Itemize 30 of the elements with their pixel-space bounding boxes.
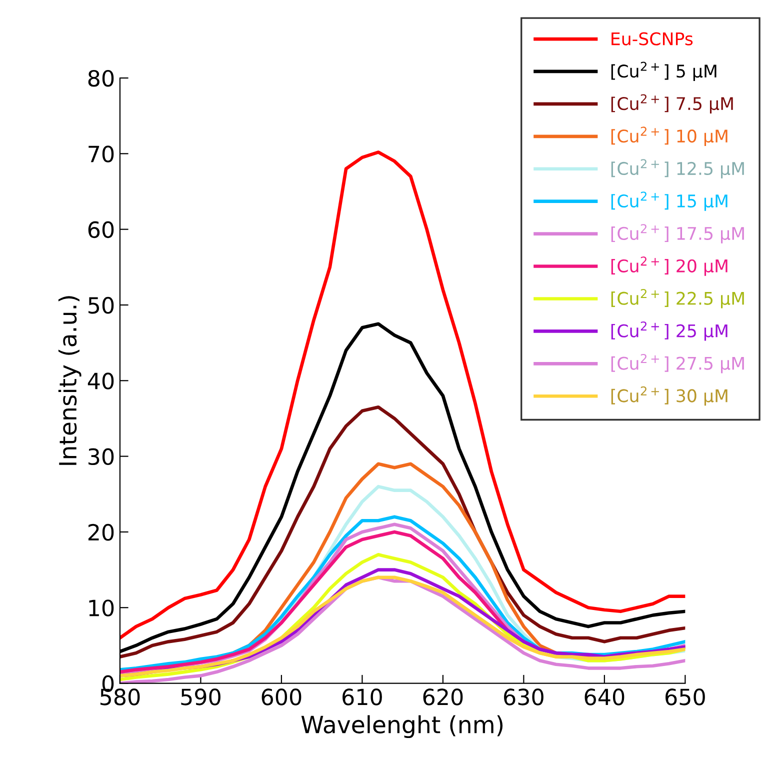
legend-label: [Cu$^{2+}$] 15 µM <box>611 192 728 211</box>
x-tick-label: 610 <box>342 688 382 706</box>
x-tick-label: 590 <box>181 688 220 706</box>
legend-label: [Cu$^{2+}$] 30 µM <box>611 386 728 406</box>
legend-label: [Cu$^{2+}$] 27.5 µM <box>611 354 744 374</box>
y-tick-label: 50 <box>88 296 114 314</box>
y-axis-title: Intensity (a.u.) <box>58 296 82 465</box>
y-tick-label: 20 <box>88 524 114 541</box>
y-tick-label: 70 <box>88 146 114 162</box>
x-tick-label: 640 <box>584 688 624 706</box>
legend-label: [Cu$^{2+}$] 20 µM <box>611 256 728 276</box>
legend-label: [Cu$^{2+}$] 10 µM <box>611 126 728 146</box>
legend-label: Eu-SCNPs <box>612 32 693 46</box>
legend-label: [Cu$^{2+}$] 5 µM <box>611 62 716 82</box>
x-axis-title: Wavelenght (nm) <box>301 715 503 738</box>
y-tick-label: 80 <box>88 70 114 87</box>
line-series <box>120 405 686 658</box>
x-tick-label: 630 <box>504 688 544 706</box>
x-tick-label: 620 <box>423 688 463 706</box>
legend-label: [Cu$^{2+}$] 7.5 µM <box>611 94 733 114</box>
legend-label: [Cu$^{2+}$] 12.5 µM <box>611 159 744 178</box>
x-tick-label: 600 <box>262 688 302 706</box>
legend-label: [Cu$^{2+}$] 22.5 µM <box>611 289 744 308</box>
y-tick-label: 10 <box>89 600 114 616</box>
x-tick-label: 650 <box>666 688 705 706</box>
legend-label: [Cu$^{2+}$] 17.5 µM <box>611 224 744 244</box>
legend-label: [Cu$^{2+}$] 25 µM <box>611 321 728 341</box>
y-tick-label: 30 <box>88 448 114 466</box>
y-tick-label: 40 <box>88 372 114 390</box>
y-tick-label: 60 <box>88 221 114 238</box>
